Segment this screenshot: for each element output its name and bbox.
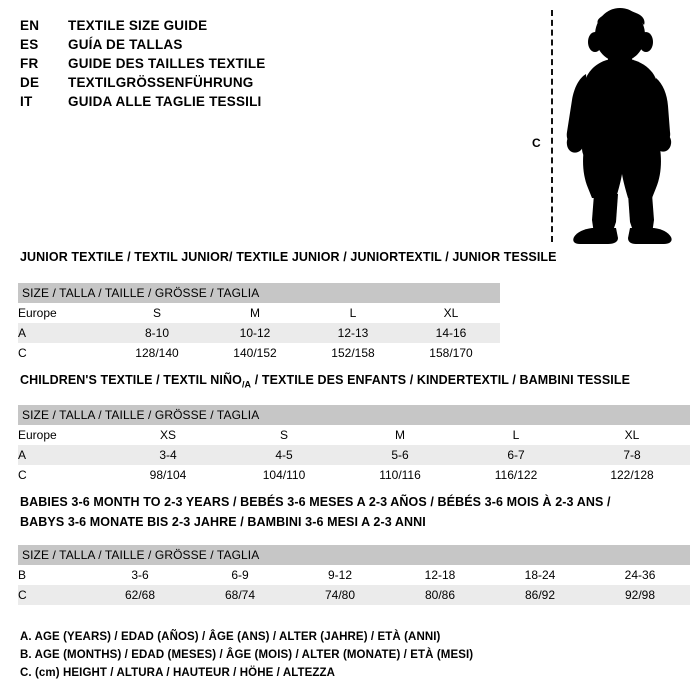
row-value: 80/86: [390, 585, 490, 605]
legend-line-a: A. AGE (YEARS) / EDAD (AÑOS) / ÂGE (ANS)…: [20, 631, 441, 643]
size-header-label: SIZE / TALLA / TAILLE / GRÖSSE / TAGLIA: [18, 405, 691, 425]
row-value: 122/128: [574, 465, 691, 485]
language-code-it: IT: [20, 94, 33, 109]
children-size-table: SIZE / TALLA / TAILLE / GRÖSSE / TAGLIA …: [18, 405, 691, 485]
height-illustration: C: [520, 8, 695, 248]
row-value: 128/140: [108, 343, 206, 363]
height-measure-label: C: [532, 136, 541, 150]
language-code-es: ES: [20, 37, 39, 52]
section-title-children-part2: / TEXTILE DES ENFANTS / KINDERTEXTIL / B…: [251, 373, 631, 387]
row-value: 116/122: [458, 465, 574, 485]
language-code-en: EN: [20, 18, 40, 33]
row-value: 9-12: [290, 565, 390, 585]
row-value: 3-4: [110, 445, 226, 465]
row-label: C: [18, 343, 108, 363]
child-silhouette-icon: [566, 8, 672, 244]
row-value: 152/158: [304, 343, 402, 363]
row-label: Europe: [18, 425, 110, 445]
row-label: B: [18, 565, 90, 585]
row-label: Europe: [18, 303, 108, 323]
row-value: XS: [110, 425, 226, 445]
row-value: XL: [574, 425, 691, 445]
table-row: Europe S M L XL: [18, 303, 500, 323]
section-title-children: CHILDREN'S TEXTILE / TEXTIL NIÑO/A / TEX…: [20, 373, 630, 390]
row-value: 6-9: [190, 565, 290, 585]
language-row: DE TEXTILGRÖSSENFÜHRUNG: [20, 75, 490, 94]
row-value: 4-5: [226, 445, 342, 465]
row-value: 86/92: [490, 585, 590, 605]
row-value: 3-6: [90, 565, 190, 585]
guide-title-fr: GUIDE DES TAILLES TEXTILE: [68, 56, 266, 71]
table-row: C 62/68 68/74 74/80 80/86 86/92 92/98: [18, 585, 691, 605]
row-value: M: [206, 303, 304, 323]
table-header-row: SIZE / TALLA / TAILLE / GRÖSSE / TAGLIA: [18, 283, 500, 303]
table-row: Europe XS S M L XL: [18, 425, 691, 445]
language-row: IT GUIDA ALLE TAGLIE TESSILI: [20, 94, 490, 113]
guide-title-de: TEXTILGRÖSSENFÜHRUNG: [68, 75, 254, 90]
row-label: C: [18, 465, 110, 485]
size-header-label: SIZE / TALLA / TAILLE / GRÖSSE / TAGLIA: [18, 283, 500, 303]
guide-title-it: GUIDA ALLE TAGLIE TESSILI: [68, 94, 262, 109]
row-value: 140/152: [206, 343, 304, 363]
row-value: 12-18: [390, 565, 490, 585]
legend-line-b: B. AGE (MONTHS) / EDAD (MESES) / ÂGE (MO…: [20, 649, 474, 661]
row-value: 68/74: [190, 585, 290, 605]
row-value: S: [108, 303, 206, 323]
legend-block: A. AGE (YEARS) / EDAD (AÑOS) / ÂGE (ANS)…: [20, 628, 540, 682]
row-value: M: [342, 425, 458, 445]
table-row: B 3-6 6-9 9-12 12-18 18-24 24-36: [18, 565, 691, 585]
table-row: A 3-4 4-5 5-6 6-7 7-8: [18, 445, 691, 465]
row-value: 10-12: [206, 323, 304, 343]
language-row: EN TEXTILE SIZE GUIDE: [20, 18, 490, 37]
row-value: 104/110: [226, 465, 342, 485]
row-value: L: [304, 303, 402, 323]
table-row: C 128/140 140/152 152/158 158/170: [18, 343, 500, 363]
row-value: 110/116: [342, 465, 458, 485]
row-value: 7-8: [574, 445, 691, 465]
row-label: A: [18, 323, 108, 343]
language-header-block: EN TEXTILE SIZE GUIDE ES GUÍA DE TALLAS …: [20, 18, 490, 113]
row-label: A: [18, 445, 110, 465]
language-row: ES GUÍA DE TALLAS: [20, 37, 490, 56]
language-code-fr: FR: [20, 56, 39, 71]
size-header-label: SIZE / TALLA / TAILLE / GRÖSSE / TAGLIA: [18, 545, 691, 565]
guide-title-en: TEXTILE SIZE GUIDE: [68, 18, 208, 33]
row-value: 8-10: [108, 323, 206, 343]
row-value: 5-6: [342, 445, 458, 465]
row-value: 6-7: [458, 445, 574, 465]
section-title-children-part1: CHILDREN'S TEXTILE / TEXTIL NIÑO: [20, 373, 242, 387]
section-title-children-sub: /A: [241, 379, 252, 390]
row-value: 62/68: [90, 585, 190, 605]
section-title-babies-line2: BABYS 3-6 MONATE BIS 2-3 JAHRE / BAMBINI…: [20, 515, 426, 529]
row-value: 24-36: [590, 565, 691, 585]
row-value: XL: [402, 303, 500, 323]
guide-title-es: GUÍA DE TALLAS: [68, 37, 183, 52]
table-header-row: SIZE / TALLA / TAILLE / GRÖSSE / TAGLIA: [18, 405, 691, 425]
row-value: S: [226, 425, 342, 445]
babies-size-table: SIZE / TALLA / TAILLE / GRÖSSE / TAGLIA …: [18, 545, 691, 605]
table-row: A 8-10 10-12 12-13 14-16: [18, 323, 500, 343]
row-value: 92/98: [590, 585, 691, 605]
legend-line-c: C. (cm) HEIGHT / ALTURA / HAUTEUR / HÖHE…: [20, 667, 336, 679]
section-title-junior: JUNIOR TEXTILE / TEXTIL JUNIOR/ TEXTILE …: [20, 250, 557, 264]
language-code-de: DE: [20, 75, 40, 90]
row-value: 98/104: [110, 465, 226, 485]
height-dashed-line: [551, 10, 553, 242]
row-value: 14-16: [402, 323, 500, 343]
language-row: FR GUIDE DES TAILLES TEXTILE: [20, 56, 490, 75]
row-value: L: [458, 425, 574, 445]
row-value: 18-24: [490, 565, 590, 585]
section-title-babies-line1: BABIES 3-6 MONTH TO 2-3 YEARS / BEBÉS 3-…: [20, 495, 611, 509]
row-value: 74/80: [290, 585, 390, 605]
table-header-row: SIZE / TALLA / TAILLE / GRÖSSE / TAGLIA: [18, 545, 691, 565]
row-label: C: [18, 585, 90, 605]
row-value: 158/170: [402, 343, 500, 363]
junior-size-table: SIZE / TALLA / TAILLE / GRÖSSE / TAGLIA …: [18, 283, 500, 363]
table-row: C 98/104 104/110 110/116 116/122 122/128: [18, 465, 691, 485]
row-value: 12-13: [304, 323, 402, 343]
